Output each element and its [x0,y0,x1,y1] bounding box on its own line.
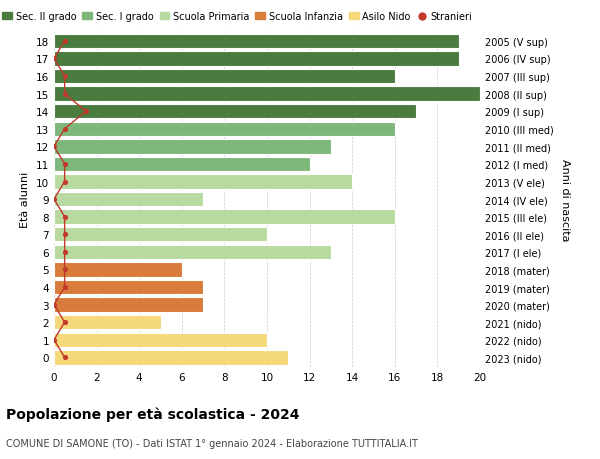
Point [49,56,59,63]
Bar [54,350,289,365]
Bar [54,333,267,347]
Point [60,249,70,256]
Point [49,301,59,308]
Point [60,231,70,238]
Bar [54,87,480,101]
Bar [54,175,352,189]
Point [60,73,70,80]
Point [60,91,70,98]
Point [60,126,70,133]
Bar [54,245,331,259]
Point [49,143,59,151]
Bar [54,140,331,154]
Bar [54,228,267,242]
Text: COMUNE DI SAMONE (TO) - Dati ISTAT 1° gennaio 2024 - Elaborazione TUTTITALIA.IT: COMUNE DI SAMONE (TO) - Dati ISTAT 1° ge… [6,438,418,448]
Point [60,284,70,291]
Text: Popolazione per età scolastica - 2024: Popolazione per età scolastica - 2024 [6,406,299,421]
Point [60,179,70,186]
Point [60,354,70,361]
Bar [54,122,395,137]
Bar [54,263,182,277]
Y-axis label: Anni di nascita: Anni di nascita [560,158,570,241]
Point [60,213,70,221]
Point [60,161,70,168]
Bar [54,210,395,224]
Point [49,196,59,203]
Bar [54,157,310,172]
Bar [54,70,395,84]
Bar [54,192,203,207]
Y-axis label: Età alunni: Età alunni [20,172,31,228]
Point [60,319,70,326]
Bar [54,280,203,295]
Bar [54,52,459,67]
Point [81,108,91,116]
Legend: Sec. II grado, Sec. I grado, Scuola Primaria, Scuola Infanzia, Asilo Nido, Stran: Sec. II grado, Sec. I grado, Scuola Prim… [1,10,474,24]
Bar [54,105,416,119]
Bar [54,315,161,330]
Point [60,38,70,45]
Bar [54,34,459,49]
Bar [54,298,203,312]
Point [60,266,70,274]
Point [49,336,59,344]
